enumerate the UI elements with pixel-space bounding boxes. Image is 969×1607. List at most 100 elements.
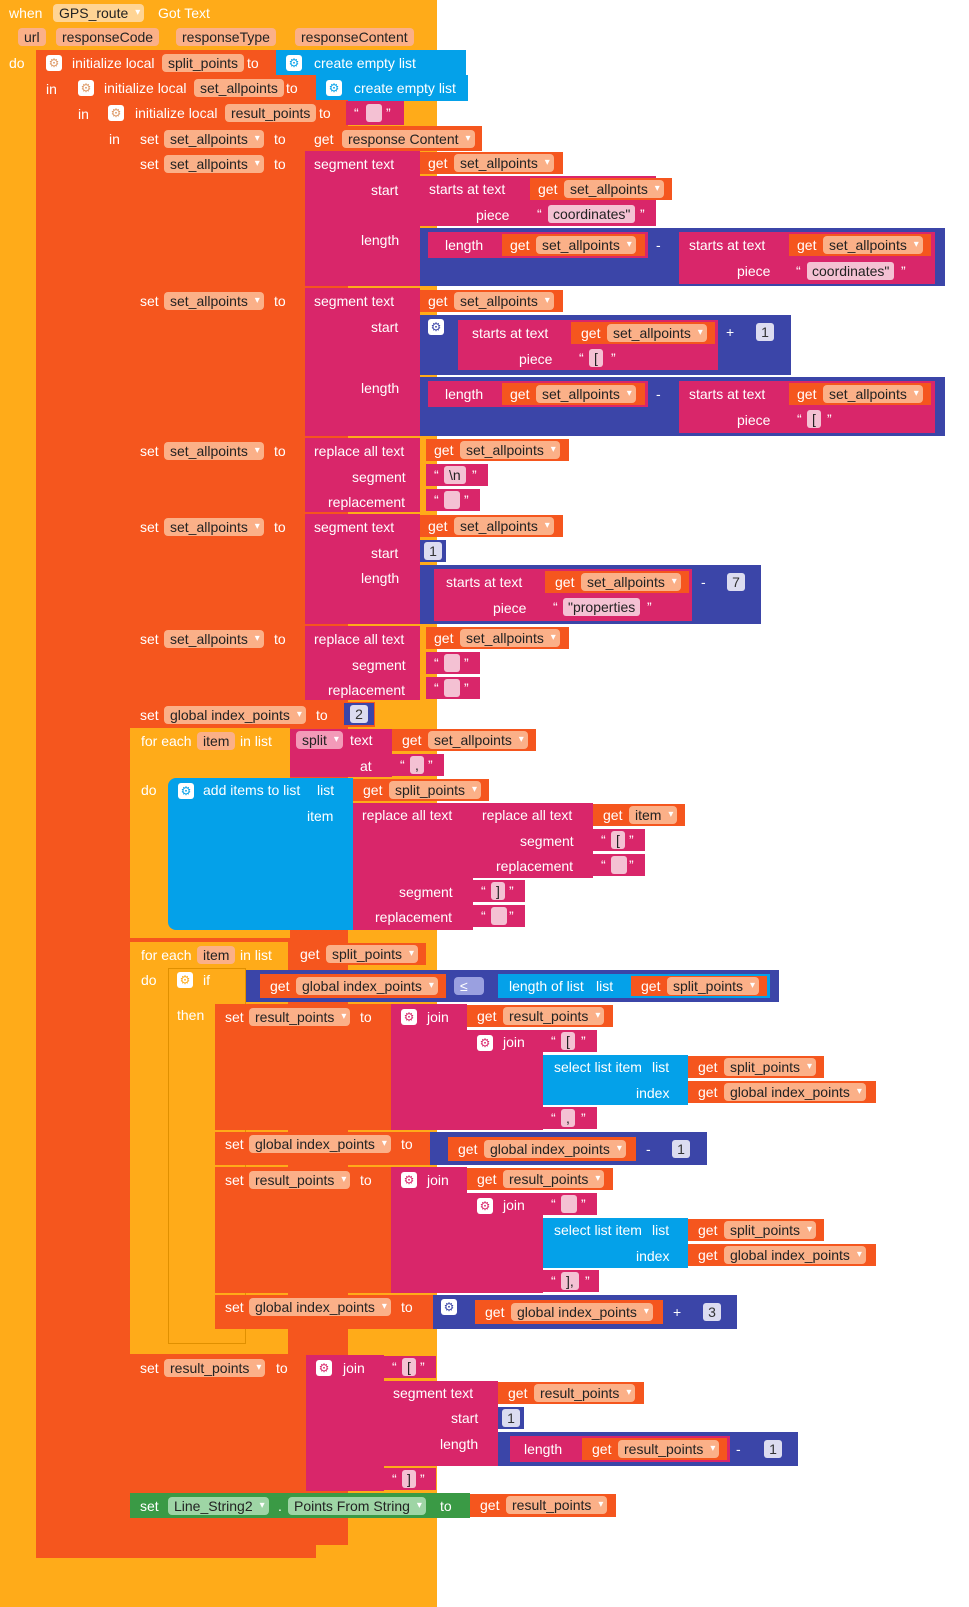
get-block[interactable]: get global index_points	[688, 1081, 876, 1103]
segment-text-block[interactable]: segment text start length	[305, 514, 420, 624]
number-value[interactable]: 1	[764, 1440, 782, 1458]
get-block[interactable]: get split_points	[688, 1219, 824, 1241]
var-dropdown[interactable]: result_points	[534, 1384, 636, 1402]
list-gear-icon[interactable]: ⚙	[286, 55, 302, 71]
mutator-gear-icon[interactable]: ⚙	[46, 55, 62, 71]
var-dropdown[interactable]: result_points	[506, 1496, 608, 1514]
if-gear-icon[interactable]: ⚙	[177, 972, 193, 988]
segment-text-block[interactable]: segment text start length	[305, 151, 420, 286]
get-block[interactable]: get result_points	[467, 1005, 613, 1027]
split-text-block[interactable]: split text at	[290, 729, 392, 777]
create-empty-list-block[interactable]	[276, 50, 466, 76]
var-dropdown[interactable]: result_points	[503, 1007, 605, 1025]
text-value[interactable]: [	[561, 1032, 575, 1050]
number-value[interactable]: 3	[703, 1303, 721, 1321]
var-dropdown[interactable]: global index_points	[724, 1246, 866, 1264]
get-block[interactable]: get set_allpoints	[530, 178, 672, 200]
set-allpoints-block-1[interactable]: set set_allpoints to get response Conten…	[130, 126, 482, 151]
text-block[interactable]: “ ”	[593, 854, 645, 876]
var-dropdown[interactable]: response Content	[342, 130, 475, 148]
text-value[interactable]	[561, 1195, 577, 1213]
var-dropdown[interactable]: global index_points	[724, 1083, 866, 1101]
get-block[interactable]: get split_points	[353, 779, 489, 801]
get-block[interactable]: get set_allpoints	[426, 439, 569, 461]
number-value[interactable]: 7	[727, 573, 745, 591]
set-result-points-block-1[interactable]: set result_points to	[215, 1004, 391, 1130]
text-value[interactable]	[444, 491, 460, 509]
component-dropdown[interactable]: GPS_route	[53, 4, 145, 22]
var-dropdown[interactable]: set_allpoints	[823, 236, 923, 254]
text-value[interactable]	[444, 679, 460, 697]
var-dropdown[interactable]: result_points	[249, 1171, 351, 1189]
text-block[interactable]: “ [ ”	[593, 829, 645, 851]
get-block[interactable]: get set_allpoints	[420, 152, 563, 174]
var-dropdown[interactable]: set_allpoints	[536, 236, 636, 254]
join-block[interactable]: ⚙ join	[306, 1355, 384, 1491]
var-dropdown[interactable]: split_points	[724, 1058, 817, 1076]
text-block[interactable]: “ , ”	[392, 754, 444, 776]
param-response-type[interactable]: responseType	[176, 28, 276, 46]
var-dropdown[interactable]: split_points	[326, 945, 419, 963]
number-value[interactable]: 1	[424, 542, 442, 560]
join-gear-icon[interactable]: ⚙	[477, 1198, 493, 1214]
var-dropdown[interactable]: global index_points	[249, 1298, 391, 1316]
compare-op-dropdown[interactable]: ≤	[454, 977, 484, 995]
var-dropdown[interactable]: set_allpoints	[428, 731, 528, 749]
var-dropdown[interactable]: set_allpoints	[823, 385, 923, 403]
get-block[interactable]: get result_points	[470, 1494, 616, 1517]
text-value[interactable]: ,	[410, 756, 424, 774]
loop-var-item[interactable]: item	[197, 946, 236, 964]
select-list-item-block[interactable]: select list item list index	[543, 1218, 688, 1268]
component-dropdown[interactable]: Line_String2	[168, 1497, 269, 1515]
var-dropdown[interactable]: result_points	[164, 1359, 266, 1377]
get-block[interactable]: get set_allpoints	[502, 234, 645, 256]
get-block[interactable]: get global index_points	[448, 1137, 636, 1161]
loop-var-item[interactable]: item	[197, 732, 236, 750]
set-allpoints-block-4[interactable]: set set_allpoints to	[130, 438, 305, 512]
var-dropdown[interactable]: set_allpoints	[454, 154, 554, 172]
mutator-gear-icon[interactable]: ⚙	[78, 80, 94, 96]
var-dropdown[interactable]: result_points	[503, 1170, 605, 1188]
select-list-item-block[interactable]: select list item list index	[543, 1055, 688, 1105]
segment-text-block[interactable]: segment text start length	[384, 1381, 498, 1466]
get-block[interactable]: get global index_points	[475, 1300, 663, 1324]
get-block[interactable]: get result_points	[582, 1438, 727, 1460]
var-dropdown[interactable]: set_allpoints	[607, 324, 707, 342]
var-dropdown[interactable]: split_points	[724, 1221, 817, 1239]
text-value[interactable]	[491, 907, 507, 925]
set-component-property-block[interactable]: set Line_String2 . Points From String to	[130, 1493, 470, 1518]
get-block[interactable]: get set_allpoints	[420, 515, 563, 537]
text-value[interactable]: coordinates"	[548, 205, 636, 223]
var-dropdown[interactable]: set_allpoints	[460, 441, 560, 459]
get-block[interactable]: get set_allpoints	[420, 290, 563, 312]
get-block[interactable]: get set_allpoints	[392, 729, 536, 751]
text-value[interactable]	[444, 654, 460, 672]
number-value[interactable]: 2	[350, 705, 368, 723]
param-response-content[interactable]: responseContent	[295, 28, 414, 46]
list-gear-icon[interactable]: ⚙	[178, 783, 194, 799]
set-global-index-block-1[interactable]: set global index_points to 2	[130, 702, 375, 727]
var-dropdown[interactable]: set_allpoints	[536, 385, 636, 403]
var-dropdown[interactable]: set_allpoints	[164, 630, 264, 648]
join-block[interactable]: ⚙ join	[467, 1030, 543, 1130]
segment-text-block[interactable]: segment text start length	[305, 288, 420, 436]
var-dropdown[interactable]: result_points	[618, 1440, 720, 1458]
join-block[interactable]: ⚙ join	[391, 1167, 467, 1293]
set-allpoints-block-2[interactable]: set set_allpoints to	[130, 151, 305, 286]
get-block[interactable]: get split_points	[290, 943, 426, 965]
split-dropdown[interactable]: split	[296, 731, 343, 749]
get-block[interactable]: get set_allpoints	[789, 234, 931, 256]
var-dropdown[interactable]: set_allpoints	[454, 517, 554, 535]
text-block[interactable]: “ [ ”	[384, 1356, 436, 1378]
text-block[interactable]: “ "properties ”	[545, 596, 663, 618]
var-dropdown[interactable]: split_points	[389, 781, 482, 799]
replace-all-block[interactable]: replace all text segment replacement	[305, 626, 420, 700]
var-dropdown[interactable]: split_points	[667, 977, 760, 995]
join-gear-icon[interactable]: ⚙	[401, 1172, 417, 1188]
text-value[interactable]: \n	[444, 466, 466, 484]
text-value[interactable]: ]	[491, 882, 505, 900]
math-gear-icon[interactable]: ⚙	[428, 319, 444, 335]
text-block[interactable]: “ \n ”	[426, 464, 488, 486]
text-value[interactable]: [	[611, 831, 625, 849]
get-block[interactable]: get set_allpoints	[789, 383, 931, 405]
